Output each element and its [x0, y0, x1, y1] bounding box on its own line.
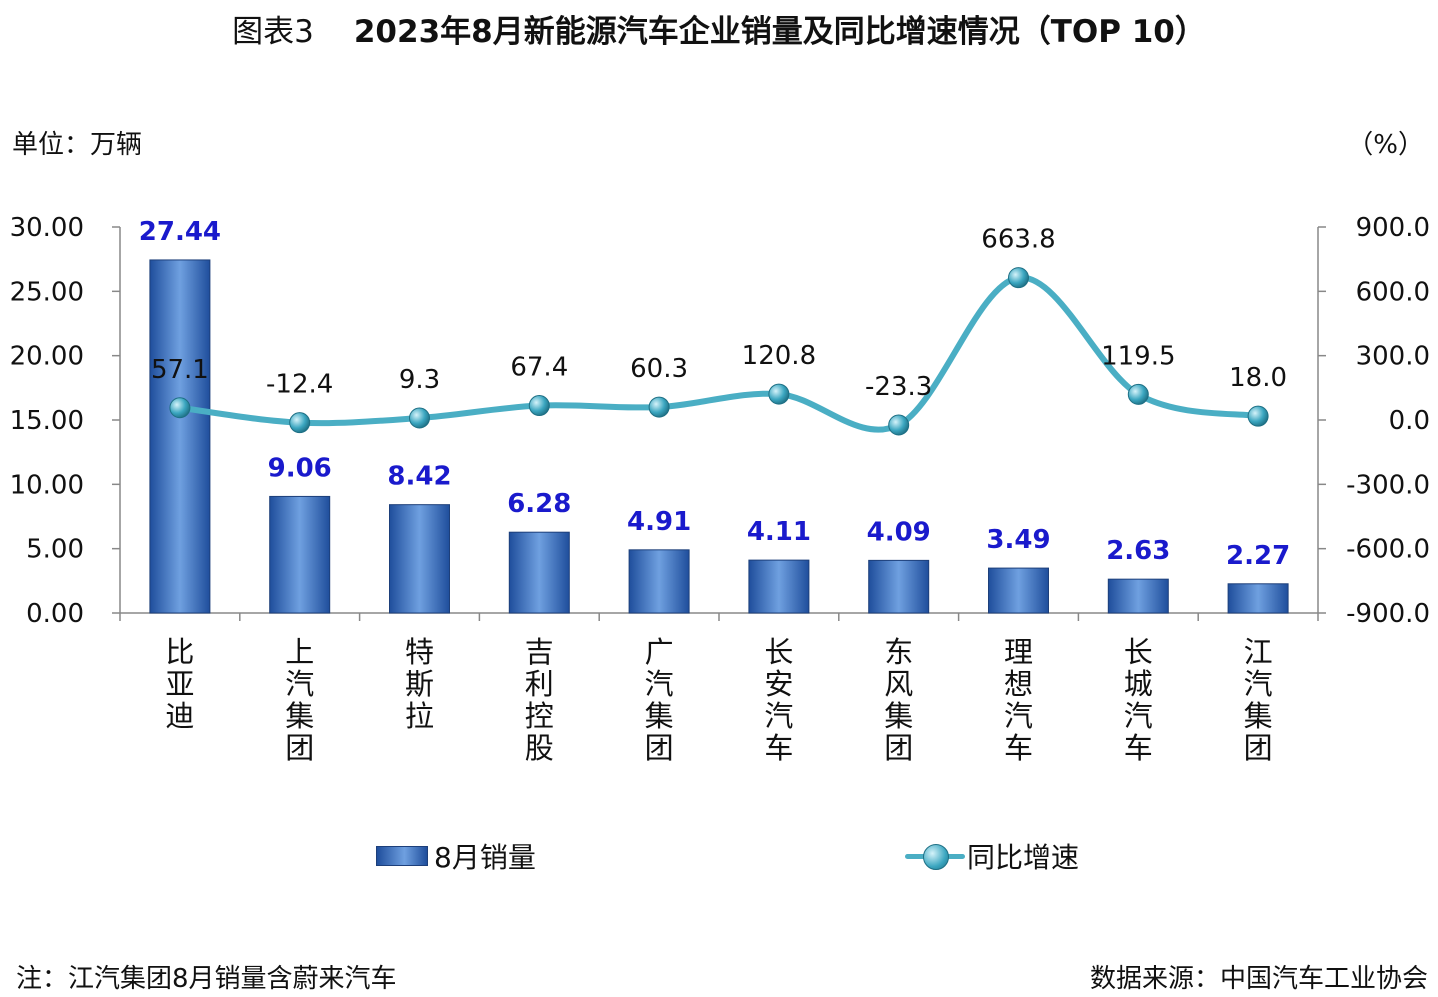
bar-value-label: 2.27 [1226, 541, 1290, 571]
bar-value-label: 27.44 [139, 217, 221, 247]
bar-value-label: 9.06 [268, 453, 332, 483]
line-value-label: 663.8 [981, 225, 1055, 255]
bar-value-label: 4.91 [627, 507, 691, 537]
line-point [768, 383, 790, 405]
bar-swatch [376, 846, 428, 866]
line-value-label: -23.3 [865, 372, 932, 402]
bar [269, 495, 331, 614]
category-label: 理想汽车 [1004, 635, 1033, 765]
right-axis-unit: （%） [1347, 130, 1424, 160]
category-label: 江汽集团 [1244, 635, 1273, 765]
category-label: 比亚迪 [165, 635, 194, 733]
left-tick-label: 5.00 [26, 535, 84, 565]
bar-value-label: 4.11 [747, 517, 811, 547]
line-value-label: 67.4 [510, 353, 568, 383]
line-value-label: 9.3 [399, 365, 440, 395]
left-axis-unit: 单位：万辆 [12, 130, 143, 160]
left-tick-label: 30.00 [10, 213, 84, 243]
right-tick-label: 900.0 [1356, 213, 1430, 243]
growth-line [176, 274, 1262, 433]
left-tick-label: 0.00 [26, 599, 84, 629]
line-value-label: 60.3 [630, 354, 688, 384]
bar [988, 567, 1049, 614]
footnote: 注：江汽集团8月销量含蔚来汽车 [16, 964, 397, 994]
line-value-label: -12.4 [266, 370, 333, 400]
right-tick-label: 0.0 [1389, 406, 1430, 436]
bar [1227, 583, 1289, 614]
left-tick-label: 25.00 [10, 277, 84, 307]
category-label: 上汽集团 [285, 635, 314, 765]
category-label: 吉利控股 [525, 635, 554, 765]
legend-bar-label: 8月销量 [434, 841, 536, 874]
right-tick-label: 300.0 [1356, 342, 1430, 372]
bar [628, 549, 690, 614]
bar [1107, 578, 1169, 614]
right-tick-label: -300.0 [1346, 470, 1430, 500]
category-label: 长城汽车 [1124, 635, 1153, 765]
chart-title: 图表3 2023年8月新能源汽车企业销量及同比增速情况（TOP 10） [0, 6, 1438, 51]
legend-item-bar: 8月销量 [376, 836, 536, 876]
bar [868, 559, 930, 614]
bar [149, 259, 211, 614]
line-point [1008, 267, 1029, 289]
left-tick-label: 20.00 [10, 342, 84, 372]
line-value-label: 119.5 [1101, 341, 1175, 371]
right-tick-label: -900.0 [1346, 599, 1430, 629]
left-tick-label: 15.00 [10, 406, 84, 436]
line-value-label: 18.0 [1229, 363, 1287, 393]
line-value-label: 120.8 [742, 341, 816, 371]
line-swatch [905, 841, 965, 871]
line-point [169, 397, 191, 419]
bar-value-label: 4.09 [867, 517, 931, 547]
bar-value-label: 8.42 [387, 462, 451, 492]
legend-item-line: 同比增速 [905, 836, 1079, 876]
right-tick-label: 600.0 [1356, 277, 1430, 307]
category-label: 特斯拉 [405, 635, 434, 733]
line-point [888, 414, 910, 436]
legend-line-label: 同比增速 [967, 841, 1080, 874]
category-label: 东风集团 [884, 635, 913, 765]
line-point [289, 412, 311, 434]
bar-value-label: 3.49 [986, 525, 1050, 555]
line-point [648, 396, 670, 418]
bar [389, 504, 450, 614]
category-label: 广汽集团 [645, 635, 674, 765]
line-value-label: 57.1 [151, 355, 209, 385]
chart-title-prefix: 图表3 [232, 14, 314, 50]
bar [508, 531, 570, 614]
bar [748, 559, 810, 614]
bar-value-label: 6.28 [507, 489, 571, 519]
line-point [528, 395, 550, 417]
right-tick-label: -600.0 [1346, 535, 1430, 565]
line-point [409, 407, 430, 429]
left-tick-label: 10.00 [10, 470, 84, 500]
chart-title-main: 2023年8月新能源汽车企业销量及同比增速情况（TOP 10） [353, 14, 1206, 50]
line-point [1127, 383, 1149, 405]
data-source: 数据来源：中国汽车工业协会 [1089, 964, 1428, 994]
category-label: 长安汽车 [764, 635, 793, 765]
bar-value-label: 2.63 [1106, 536, 1170, 566]
line-point [1247, 405, 1269, 427]
